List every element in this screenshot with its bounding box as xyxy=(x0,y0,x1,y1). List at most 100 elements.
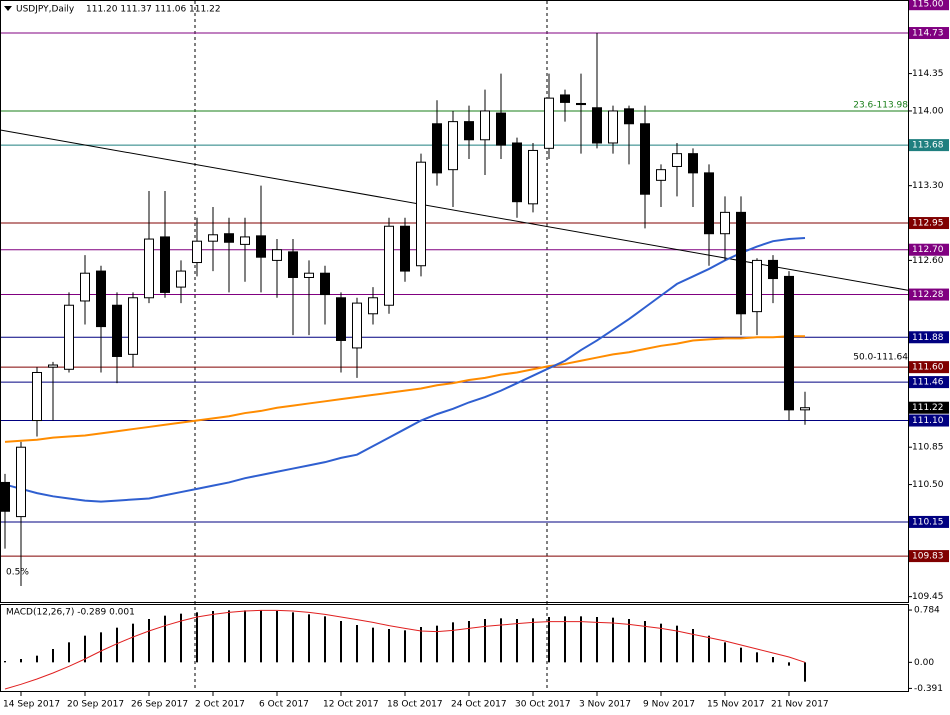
macd-pane-frame xyxy=(0,604,909,692)
macd-title: MACD(12,26,7) -0.289 0.001 xyxy=(6,608,135,618)
candle-body xyxy=(736,211,746,315)
candle-body xyxy=(640,123,650,195)
candle-body xyxy=(288,251,298,278)
x-tick-label: 21 Nov 2017 xyxy=(771,700,829,710)
candle-body xyxy=(608,110,618,144)
candle-body xyxy=(592,107,602,144)
x-tick-label: 15 Nov 2017 xyxy=(707,700,765,710)
candle-body xyxy=(16,446,26,518)
ohlc-header: 111.20 111.37 111.06 111.22 xyxy=(86,5,221,15)
level-label-box xyxy=(909,139,949,152)
x-tick-label: 2 Oct 2017 xyxy=(195,700,245,710)
candle-body xyxy=(192,240,202,264)
candle-body xyxy=(528,149,538,205)
level-label: 111.88 xyxy=(912,333,944,343)
annotation: 50.0-111.64 xyxy=(853,353,908,363)
x-tick-label: 6 Oct 2017 xyxy=(259,700,309,710)
price-pane-frame xyxy=(0,0,909,603)
x-tick-label: 30 Oct 2017 xyxy=(515,700,571,710)
level-label-box xyxy=(909,550,949,563)
candle-body xyxy=(384,225,394,306)
candle-body xyxy=(176,270,186,288)
candle-body xyxy=(624,108,634,125)
candle-body xyxy=(512,142,522,203)
candle-body xyxy=(128,297,138,355)
candle-body xyxy=(448,121,458,171)
candle-body xyxy=(368,297,378,315)
x-tick-label: 9 Nov 2017 xyxy=(643,700,695,710)
x-tick-label: 26 Sep 2017 xyxy=(131,700,188,710)
level-label-box xyxy=(909,515,949,528)
candle-body xyxy=(400,225,410,272)
menu-triangle xyxy=(4,6,12,11)
level-label-box xyxy=(909,0,949,11)
candle-body xyxy=(496,112,506,146)
y-tick-label: 114.35 xyxy=(912,69,944,79)
candle-body xyxy=(768,259,778,280)
candle-body xyxy=(480,110,490,141)
level-label: 109.83 xyxy=(912,552,944,562)
candle-body xyxy=(432,123,442,174)
level-label: 111.46 xyxy=(912,378,944,388)
candle-body xyxy=(304,272,314,278)
candle-body xyxy=(96,270,106,328)
y-tick-label: -0.391 xyxy=(914,684,943,694)
level-label: 111.10 xyxy=(912,416,944,426)
candle-body xyxy=(544,97,554,149)
candle-body xyxy=(64,304,74,370)
candle-body xyxy=(576,102,586,106)
candle-body xyxy=(688,153,698,174)
candle-body xyxy=(704,172,714,235)
level-label-box xyxy=(909,361,949,374)
level-label: 112.95 xyxy=(912,219,944,229)
level-label-box xyxy=(909,331,949,344)
candle-body xyxy=(672,153,682,167)
moving-average xyxy=(4,236,806,503)
annotation: 23.6-113.98 xyxy=(853,100,908,110)
y-tick-label: 110.85 xyxy=(912,443,944,453)
level-label-box xyxy=(909,217,949,230)
x-tick-label: 24 Oct 2017 xyxy=(451,700,507,710)
candle-body xyxy=(48,364,58,368)
level-label: 110.15 xyxy=(912,517,944,527)
candle-body xyxy=(320,272,330,296)
x-tick-label: 3 Nov 2017 xyxy=(579,700,631,710)
level-label: 111.60 xyxy=(912,363,944,373)
candle-body xyxy=(752,259,762,313)
candle-body xyxy=(416,161,426,267)
candle-body xyxy=(560,94,570,103)
candle-body xyxy=(720,211,730,235)
candle-body xyxy=(464,121,474,141)
candle-body xyxy=(800,407,810,411)
candle-body xyxy=(208,234,218,242)
candle-body xyxy=(144,238,154,299)
y-tick-label: 0.00 xyxy=(914,658,934,668)
level-label: 112.28 xyxy=(912,290,944,300)
y-tick-label: 110.50 xyxy=(912,480,944,490)
moving-average xyxy=(4,335,805,443)
candle-body xyxy=(656,169,666,181)
chart-title: USDJPY,Daily xyxy=(16,5,75,15)
level-label: 113.68 xyxy=(912,141,944,151)
candle-body xyxy=(224,233,234,243)
level-label-box xyxy=(909,376,949,389)
x-tick-label: 14 Sep 2017 xyxy=(3,700,60,710)
candle-body xyxy=(352,302,362,349)
candle-body xyxy=(240,236,250,245)
level-label-box xyxy=(909,401,949,414)
candle-body xyxy=(0,481,10,512)
level-label-box xyxy=(909,414,949,427)
signal-line xyxy=(4,609,806,690)
y-tick-label: 0.784 xyxy=(914,606,940,616)
annotation: 0.5% xyxy=(6,568,29,578)
candle-body xyxy=(112,304,122,357)
candle-body xyxy=(784,275,794,411)
y-tick-label: 109.45 xyxy=(912,592,944,602)
candle-body xyxy=(256,235,266,258)
candle-body xyxy=(32,371,42,422)
candle-body xyxy=(80,272,90,302)
level-label: 112.70 xyxy=(912,245,944,255)
x-tick-label: 18 Oct 2017 xyxy=(387,700,443,710)
level-label: 111.22 xyxy=(912,403,944,413)
